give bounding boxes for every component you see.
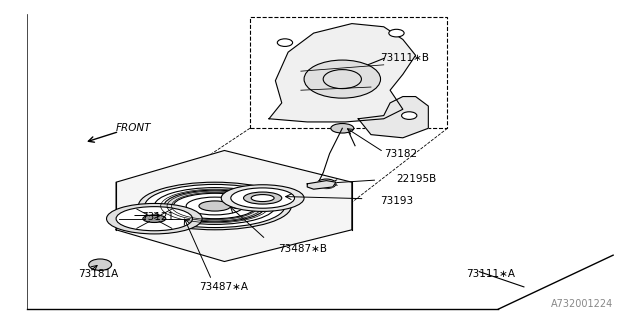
Ellipse shape <box>116 207 193 231</box>
Ellipse shape <box>251 195 274 202</box>
Ellipse shape <box>277 39 292 46</box>
Ellipse shape <box>401 112 417 119</box>
Ellipse shape <box>244 192 282 204</box>
Ellipse shape <box>389 29 404 37</box>
Text: 73487∗A: 73487∗A <box>199 282 248 292</box>
Ellipse shape <box>143 215 166 222</box>
Ellipse shape <box>317 179 336 188</box>
Ellipse shape <box>145 184 285 228</box>
Text: 73121: 73121 <box>141 212 175 222</box>
Polygon shape <box>358 97 428 138</box>
Ellipse shape <box>304 60 381 98</box>
Ellipse shape <box>138 182 291 230</box>
Text: FRONT: FRONT <box>116 123 152 133</box>
Bar <box>250 17 447 128</box>
Ellipse shape <box>164 190 266 222</box>
Ellipse shape <box>221 185 304 212</box>
Text: 73111∗A: 73111∗A <box>467 269 516 279</box>
Text: 73487∗B: 73487∗B <box>278 244 328 254</box>
Ellipse shape <box>199 201 231 211</box>
Ellipse shape <box>331 124 354 133</box>
Text: A732001224: A732001224 <box>551 299 613 309</box>
Text: 22195B: 22195B <box>396 174 436 184</box>
Ellipse shape <box>231 188 294 208</box>
Polygon shape <box>116 150 352 261</box>
Polygon shape <box>307 180 336 189</box>
Text: 73193: 73193 <box>381 196 413 206</box>
Ellipse shape <box>173 193 256 219</box>
Ellipse shape <box>106 204 202 234</box>
Text: 73182: 73182 <box>384 149 417 159</box>
Polygon shape <box>269 24 415 122</box>
Text: 73181A: 73181A <box>78 269 118 279</box>
Ellipse shape <box>89 259 111 270</box>
Text: 73111∗B: 73111∗B <box>381 53 429 63</box>
